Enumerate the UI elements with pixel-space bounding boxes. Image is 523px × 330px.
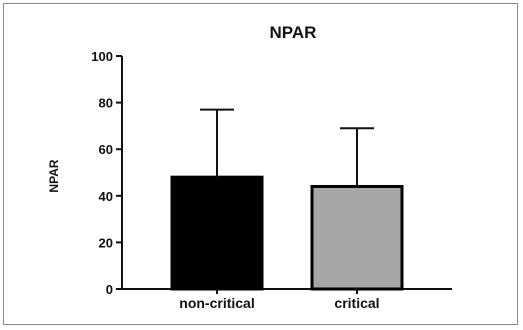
bar-non-critical [170, 175, 264, 291]
y-tick-label-40: 40 [99, 189, 113, 204]
x-tick-label-non-critical: non-critical [179, 295, 254, 311]
y-tick-label-100: 100 [91, 49, 113, 64]
y-tick-label-60: 60 [99, 142, 113, 157]
bar-critical [310, 184, 404, 291]
y-axis-label: NPAR [47, 159, 61, 192]
y-tick-label-80: 80 [99, 96, 113, 111]
plot-area: 0 20 40 60 80 100 non-critical critical [91, 49, 452, 311]
y-tick-label-20: 20 [99, 235, 113, 250]
chart-title: NPAR [270, 23, 317, 42]
y-tick-label-0: 0 [106, 282, 113, 297]
x-tick-label-critical: critical [334, 295, 379, 311]
